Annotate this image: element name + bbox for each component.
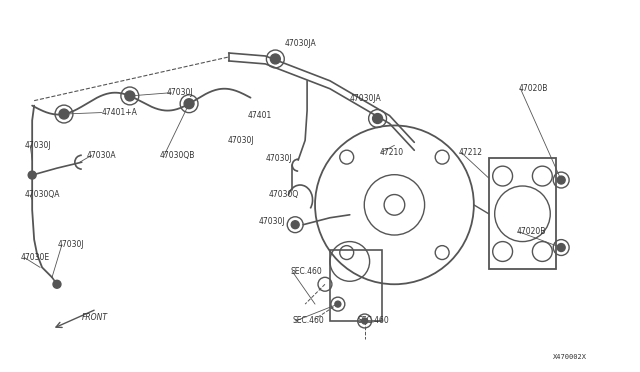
Circle shape: [59, 109, 69, 119]
Circle shape: [362, 318, 367, 324]
Circle shape: [291, 221, 299, 229]
Text: 47401: 47401: [248, 111, 272, 120]
Circle shape: [184, 99, 194, 109]
Text: 47401+A: 47401+A: [102, 108, 138, 117]
Text: X470002X: X470002X: [553, 354, 588, 360]
Text: 47210: 47210: [380, 148, 404, 157]
Text: FRONT: FRONT: [82, 312, 108, 321]
Text: SEC.460: SEC.460: [358, 317, 390, 326]
Circle shape: [125, 91, 135, 101]
Circle shape: [557, 176, 565, 184]
Text: 47030QB: 47030QB: [159, 151, 195, 160]
Text: 47030J: 47030J: [228, 136, 254, 145]
Text: 47030JA: 47030JA: [284, 39, 316, 48]
Text: 47030QA: 47030QA: [24, 190, 60, 199]
Text: 47030J: 47030J: [24, 141, 51, 150]
Text: 47030J: 47030J: [259, 217, 285, 226]
Text: 47020B: 47020B: [516, 227, 546, 236]
Circle shape: [335, 301, 341, 307]
Text: 47212: 47212: [459, 148, 483, 157]
Circle shape: [270, 54, 280, 64]
Text: 47030A: 47030A: [87, 151, 116, 160]
Text: 47030JA: 47030JA: [350, 94, 381, 103]
Circle shape: [28, 171, 36, 179]
Text: 47030Q: 47030Q: [268, 190, 299, 199]
Circle shape: [557, 244, 565, 251]
Circle shape: [53, 280, 61, 288]
Text: SEC.460: SEC.460: [290, 267, 322, 276]
Text: 47030J: 47030J: [58, 240, 84, 249]
Text: 47030E: 47030E: [20, 253, 49, 262]
Text: 47030J: 47030J: [166, 88, 193, 97]
Text: 47020B: 47020B: [518, 84, 548, 93]
Text: SEC.460: SEC.460: [292, 317, 324, 326]
Circle shape: [372, 113, 383, 124]
Text: 47030J: 47030J: [266, 154, 292, 163]
